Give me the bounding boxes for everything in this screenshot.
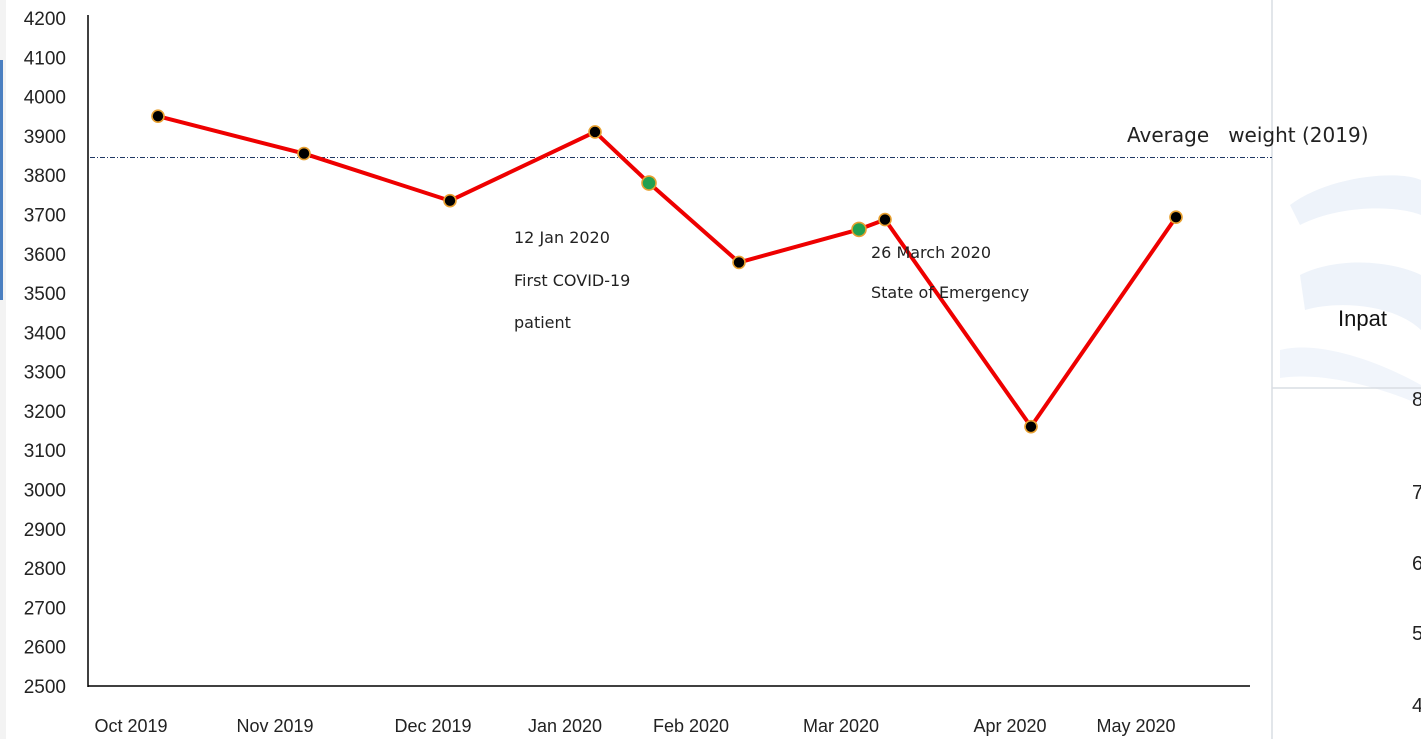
data-point [443,193,457,208]
series-line [157,114,1178,429]
y-tick-label: 3400 [24,323,66,344]
x-tick-label: Apr 2020 [973,716,1046,736]
y-tick-label: 3600 [24,245,66,266]
y-tick-label: 2800 [24,559,66,580]
panel-tick-label: 8 [1412,389,1421,411]
x-tick-label: Dec 2019 [394,716,471,736]
panel-tick-label: 5 [1412,623,1421,645]
panel-tick-label: 7 [1412,482,1421,504]
y-axis-tick-labels: 2500 2600 2700 2800 2900 3000 3100 3200 3300 3400… [24,9,66,698]
side-panel: Inpat 8 7 6 5 4 [1271,0,1421,739]
annotation-1-line-2: First COVID-19 [514,271,630,290]
panel-title: Inpat [1338,306,1387,331]
panel-ticks: 8 7 6 5 4 [1412,389,1421,717]
y-tick-label: 2900 [24,520,66,541]
x-tick-label: Mar 2020 [803,716,879,736]
annotation-2-line-1: 26 March 2020 [871,243,991,262]
y-tick-label: 4100 [24,48,66,69]
panel-swoosh-3 [1280,347,1421,405]
y-tick-label: 3700 [24,205,66,226]
data-point [151,109,165,124]
event-data-point [851,221,867,238]
y-tick-label: 3500 [24,284,66,305]
y-tick-label: 4000 [24,88,66,109]
left-edge-strip [0,0,6,739]
series-markers [151,109,1183,434]
panel-tick-label: 4 [1412,695,1421,717]
data-point [588,125,602,139]
panel-swoosh-2 [1300,262,1421,330]
y-tick-label: 2500 [24,677,66,698]
data-point [1024,419,1038,434]
panel-swoosh-1 [1290,175,1421,225]
data-point [878,212,892,227]
annotation-2-line-2: State of Emergency [871,283,1029,302]
y-tick-label: 3200 [24,402,66,423]
data-point [732,255,746,270]
panel-tick-label: 6 [1412,553,1421,575]
x-tick-label: Nov 2019 [236,716,313,736]
x-tick-label: Jan 2020 [528,716,602,736]
left-edge-accent [0,60,3,300]
data-point [297,146,311,161]
y-tick-label: 3100 [24,441,66,462]
y-tick-label: 2600 [24,638,66,659]
data-point [1169,210,1183,225]
y-tick-label: 3000 [24,481,66,502]
annotation-first-covid: 12 Jan 2020 First COVID-19 patient [514,228,630,332]
y-tick-label: 4200 [24,9,66,30]
y-tick-label: 3800 [24,166,66,187]
y-tick-label: 3300 [24,363,66,384]
x-tick-label: May 2020 [1096,716,1175,736]
x-tick-label: Oct 2019 [94,716,167,736]
annotation-1-line-3: patient [514,313,571,332]
x-tick-label: Feb 2020 [653,716,729,736]
event-data-point [641,175,657,191]
annotation-state-of-emergency: 26 March 2020 State of Emergency [871,243,1029,302]
x-axis-tick-labels: Oct 2019 Nov 2019 Dec 2019 Jan 2020 Feb 2020… [94,716,1175,736]
y-tick-label: 3900 [24,127,66,148]
y-tick-label: 2700 [24,598,66,619]
reference-line-label: Average weight (2019) [1127,123,1369,147]
annotation-1-line-1: 12 Jan 2020 [514,228,610,247]
